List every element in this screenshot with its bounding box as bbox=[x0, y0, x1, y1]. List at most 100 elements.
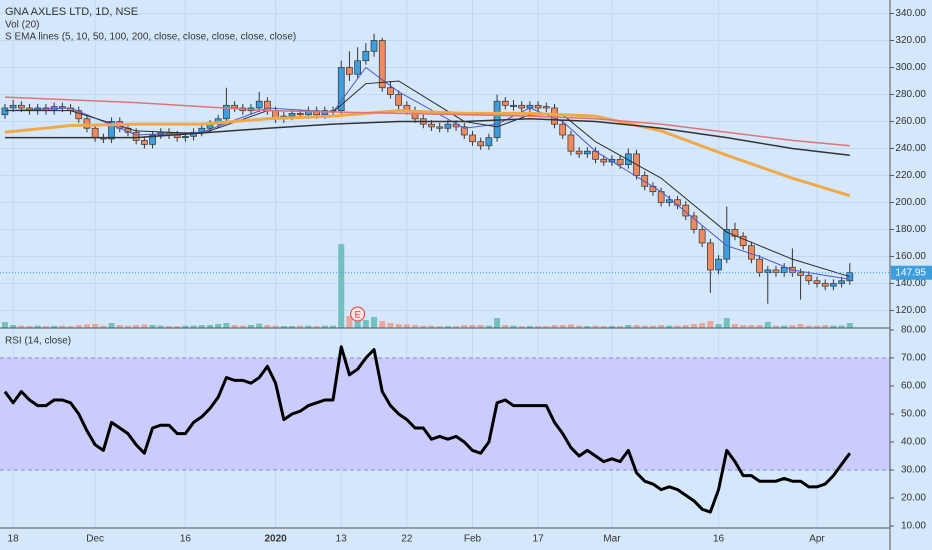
candle-body bbox=[460, 126, 468, 136]
candle-body bbox=[559, 123, 567, 136]
candle-body bbox=[567, 134, 575, 152]
candle-body bbox=[337, 67, 345, 112]
volume-bar bbox=[149, 325, 156, 328]
x-tick-label: Mar bbox=[603, 534, 621, 545]
candle-body bbox=[501, 100, 509, 106]
chart-title: GNA AXLES LTD, 1D, NSE bbox=[5, 6, 138, 18]
rsi-tick-label: 70.00 bbox=[901, 353, 926, 364]
volume-bar bbox=[805, 325, 812, 328]
volume-bar bbox=[600, 326, 607, 328]
candle-body bbox=[780, 266, 788, 274]
rsi-legend: RSI (14, close) bbox=[5, 336, 71, 347]
candle-body bbox=[395, 94, 403, 106]
candle-body bbox=[575, 150, 583, 155]
candle-body bbox=[805, 275, 813, 282]
volume-bar bbox=[280, 326, 287, 328]
x-tick-label: 17 bbox=[533, 534, 545, 545]
rsi-line bbox=[3, 345, 852, 514]
volume-legend: Vol (20) bbox=[5, 20, 39, 31]
candle-body bbox=[707, 242, 714, 271]
candle-body bbox=[354, 60, 361, 75]
candle-body bbox=[362, 50, 370, 62]
candle-body bbox=[255, 100, 263, 109]
volume-bar bbox=[313, 326, 320, 328]
ema-line bbox=[4, 109, 851, 198]
candle-body bbox=[378, 40, 386, 89]
volume-bar bbox=[403, 324, 410, 328]
candle-body bbox=[600, 158, 608, 163]
volume-bar bbox=[641, 325, 648, 328]
volume-bar bbox=[551, 325, 558, 328]
candle-body bbox=[370, 40, 378, 52]
volume-bar bbox=[830, 325, 837, 328]
volume-bar bbox=[100, 325, 107, 328]
volume-bar bbox=[740, 325, 747, 328]
candle-body bbox=[764, 269, 772, 274]
candle-body bbox=[1, 107, 9, 116]
candle-body bbox=[723, 229, 731, 260]
ema-legend: S EMA lines (5, 10, 50, 100, 200, close,… bbox=[5, 32, 296, 43]
candle-body bbox=[616, 158, 624, 166]
labels: GNA AXLES LTD, 1D, NSE Vol (20) S EMA li… bbox=[5, 6, 932, 545]
volume-bar bbox=[715, 324, 722, 328]
volume-bar bbox=[510, 325, 517, 328]
x-tick-label: Feb bbox=[464, 534, 482, 545]
volume-bar bbox=[666, 325, 673, 328]
volume-bar bbox=[608, 326, 615, 328]
candle-body bbox=[149, 134, 156, 145]
x-tick-label: Dec bbox=[86, 534, 104, 545]
volume-bar bbox=[59, 325, 66, 328]
volume-bar bbox=[576, 325, 583, 328]
volume-bar bbox=[436, 326, 443, 328]
candle-body bbox=[756, 258, 763, 274]
volume-bar bbox=[51, 326, 58, 328]
volume-bar bbox=[723, 318, 730, 328]
candle-body bbox=[534, 104, 542, 109]
volume-bar bbox=[141, 324, 148, 328]
volume-bar bbox=[165, 326, 172, 328]
volume-bar bbox=[42, 326, 49, 328]
volume-bar bbox=[1, 322, 8, 328]
candle-body bbox=[346, 67, 353, 75]
rsi-tick-label: 20.00 bbox=[901, 493, 926, 504]
y-tick-label: 340.00 bbox=[895, 8, 926, 19]
candle-body bbox=[436, 126, 444, 129]
volume-bar bbox=[75, 325, 82, 328]
candle-body bbox=[231, 104, 238, 109]
candle-body bbox=[108, 121, 115, 140]
plot bbox=[0, 33, 890, 514]
candle-body bbox=[715, 258, 722, 271]
volume-bar bbox=[485, 325, 492, 328]
candle-body bbox=[682, 204, 690, 217]
volume-bar bbox=[223, 323, 230, 328]
last-price-tag bbox=[891, 265, 932, 280]
volume-bar bbox=[34, 325, 41, 328]
rsi-tick-label: 50.00 bbox=[901, 409, 926, 420]
volume-bar bbox=[157, 325, 164, 328]
candle-body bbox=[641, 175, 649, 187]
volume-bar bbox=[206, 325, 213, 328]
volume-bar bbox=[133, 325, 140, 328]
rsi-tick-label: 40.00 bbox=[901, 437, 926, 448]
volume-bar bbox=[567, 324, 574, 328]
y-tick-label: 320.00 bbox=[895, 35, 926, 46]
candle-body bbox=[296, 113, 304, 116]
volume-bar bbox=[813, 325, 820, 328]
x-tick-label: Apr bbox=[809, 534, 825, 545]
volume-bar bbox=[108, 323, 115, 328]
candle-body bbox=[387, 87, 394, 95]
y-tick-label: 260.00 bbox=[895, 116, 926, 127]
rsi-band bbox=[0, 357, 890, 471]
volume-bar bbox=[264, 325, 271, 328]
volume-bar bbox=[461, 325, 468, 328]
volume-bar bbox=[428, 325, 435, 328]
x-tick-label: 2020 bbox=[264, 534, 287, 545]
volume-bar bbox=[731, 324, 738, 328]
rsi-tick-label: 60.00 bbox=[901, 381, 926, 392]
volume-bar bbox=[297, 325, 304, 328]
volume-bar bbox=[231, 325, 238, 328]
volume-bar bbox=[338, 244, 345, 328]
volume-bar bbox=[444, 326, 451, 328]
ema-line bbox=[4, 118, 850, 156]
rsi-tick-label: 30.00 bbox=[901, 465, 926, 476]
